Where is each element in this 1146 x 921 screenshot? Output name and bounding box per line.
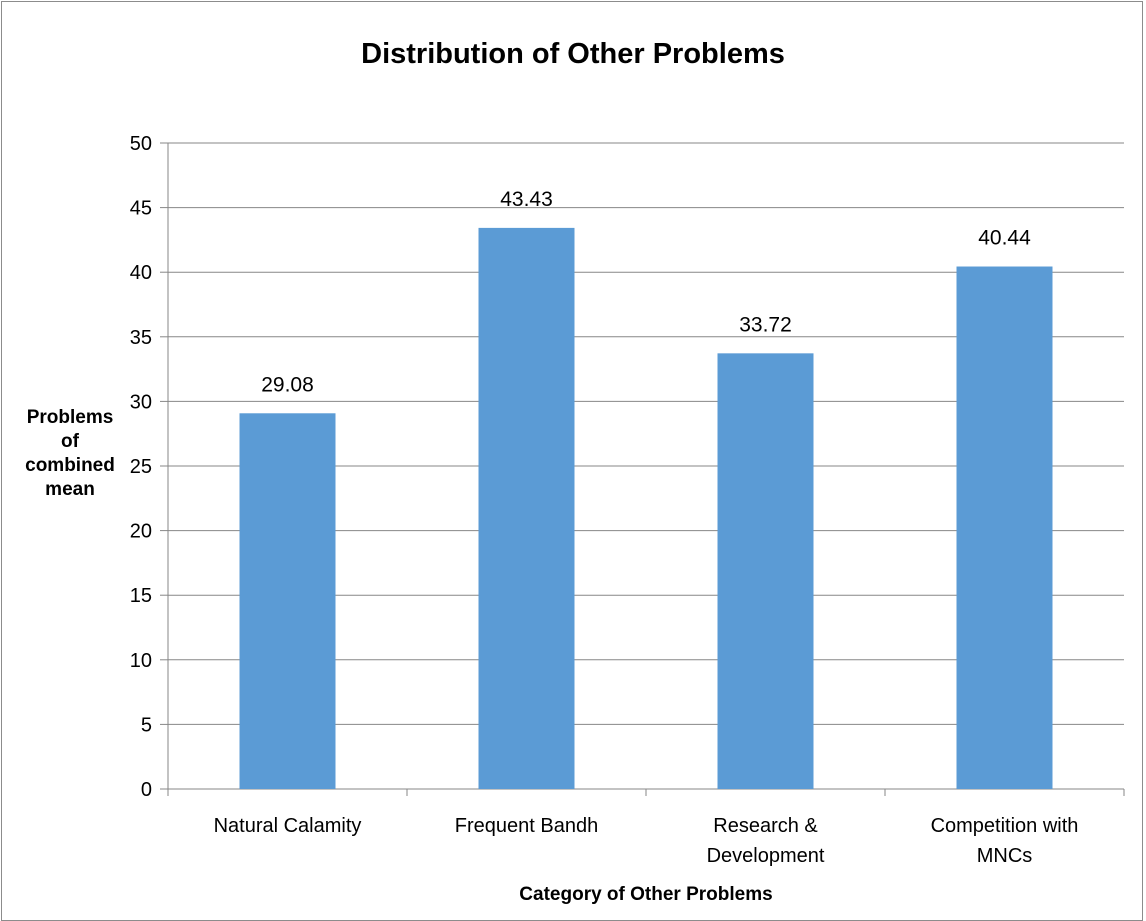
y-axis-label-line: combined bbox=[25, 455, 115, 476]
data-label: 43.43 bbox=[500, 188, 553, 211]
data-label: 29.08 bbox=[261, 373, 314, 396]
chart-title: Distribution of Other Problems bbox=[361, 38, 785, 70]
y-tick-label: 20 bbox=[130, 521, 152, 543]
y-axis-label: Problems of combined mean bbox=[5, 406, 135, 502]
y-tick-label: 30 bbox=[130, 391, 152, 413]
category-label: Frequent Bandh bbox=[455, 815, 598, 837]
y-tick-label: 40 bbox=[130, 262, 152, 284]
y-tick-label: 5 bbox=[141, 714, 152, 736]
y-axis-label-line: Problems bbox=[26, 407, 114, 428]
y-axis-label-line: mean bbox=[45, 479, 95, 500]
y-tick-label: 10 bbox=[130, 650, 152, 672]
category-label: Natural Calamity bbox=[214, 815, 362, 837]
y-tick-label: 0 bbox=[141, 779, 152, 801]
y-tick-label: 25 bbox=[130, 456, 152, 478]
bar bbox=[956, 266, 1053, 789]
data-label: 40.44 bbox=[978, 227, 1031, 250]
category-label: Development bbox=[707, 845, 825, 867]
category-label: Competition with bbox=[931, 815, 1079, 837]
y-tick-label: 45 bbox=[130, 198, 152, 220]
bar bbox=[478, 227, 575, 789]
y-tick-label: 50 bbox=[130, 133, 152, 155]
bar bbox=[717, 353, 814, 789]
category-label: MNCs bbox=[977, 845, 1033, 867]
y-tick-label: 15 bbox=[130, 585, 152, 607]
y-axis-label-line: of bbox=[61, 431, 79, 452]
category-label: Research & bbox=[713, 815, 818, 837]
y-tick-label: 35 bbox=[130, 327, 152, 349]
x-axis-label: Category of Other Problems bbox=[519, 884, 773, 905]
data-label: 33.72 bbox=[739, 313, 792, 336]
bar bbox=[239, 413, 336, 789]
